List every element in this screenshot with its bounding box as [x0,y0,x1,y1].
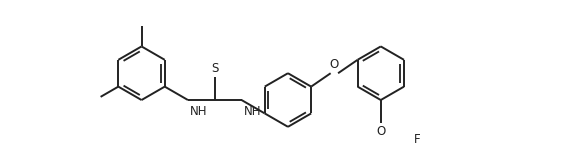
Text: NH: NH [190,105,207,118]
Text: S: S [211,62,218,75]
Text: NH: NH [243,105,261,118]
Text: O: O [330,58,339,71]
Text: F: F [413,133,420,145]
Text: O: O [376,125,386,138]
